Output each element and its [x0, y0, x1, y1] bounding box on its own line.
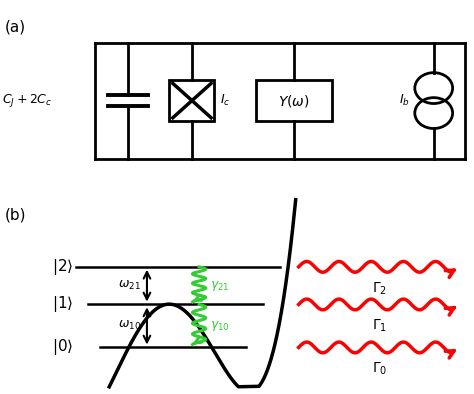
Text: $\Gamma_0$: $\Gamma_0$	[372, 361, 387, 377]
Text: $C_J+2C_c$: $C_J+2C_c$	[2, 92, 53, 109]
Text: $|0\rangle$: $|0\rangle$	[52, 337, 73, 357]
Text: $\gamma_{10}$: $\gamma_{10}$	[210, 319, 229, 333]
Text: $\Gamma_1$: $\Gamma_1$	[372, 318, 387, 335]
Text: $I_b$: $I_b$	[400, 93, 410, 108]
Text: $|2\rangle$: $|2\rangle$	[52, 257, 73, 277]
Text: $|1\rangle$: $|1\rangle$	[52, 294, 73, 314]
Text: $Y(\omega)$: $Y(\omega)$	[278, 93, 310, 109]
Bar	[256, 80, 332, 121]
Text: $\omega_{21}$: $\omega_{21}$	[118, 279, 141, 292]
Text: (b): (b)	[5, 208, 26, 223]
Text: $I_c$: $I_c$	[220, 93, 230, 108]
Text: (a): (a)	[5, 19, 26, 34]
Bar	[170, 80, 214, 121]
Text: $\Gamma_2$: $\Gamma_2$	[372, 281, 387, 297]
Text: $\gamma_{21}$: $\gamma_{21}$	[210, 279, 229, 293]
Text: $\omega_{10}$: $\omega_{10}$	[118, 320, 141, 333]
